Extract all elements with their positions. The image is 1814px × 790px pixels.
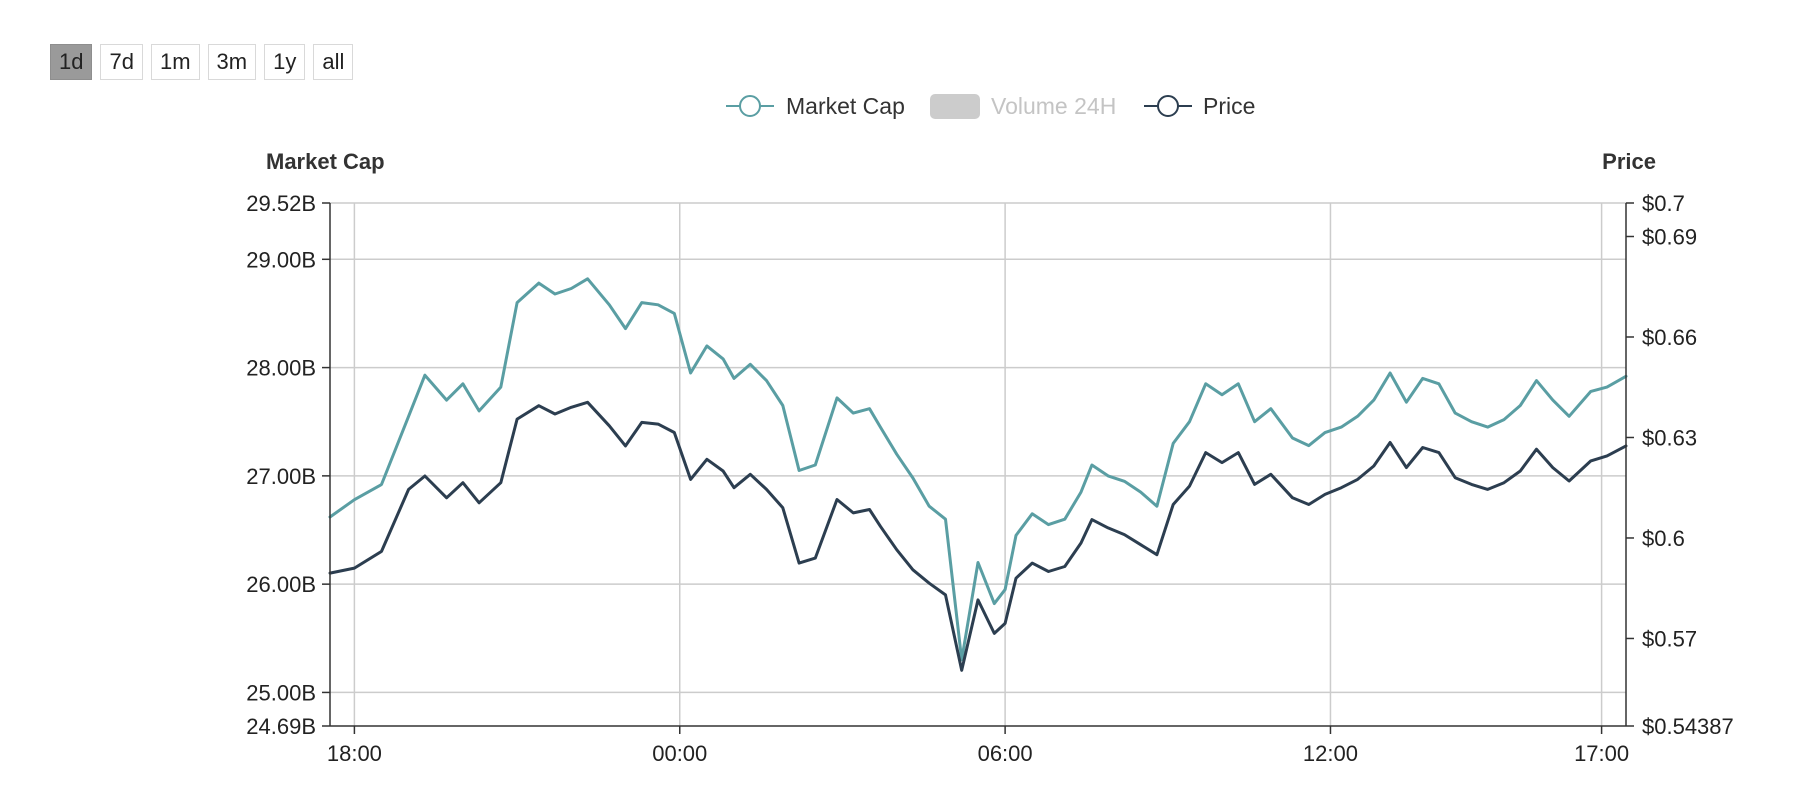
x-axis-tick-label: 00:00 [652, 741, 707, 766]
x-axis-tick-label: 18:00 [327, 741, 382, 766]
chart-axes [322, 202, 1634, 734]
market-cap-series-line [328, 277, 1628, 662]
right-axis-tick-label: $0.57 [1642, 626, 1697, 651]
chart-legend: Market Cap Volume 24H Price [726, 93, 1255, 119]
legend-volume-label: Volume 24H [991, 93, 1116, 119]
price-series-line [328, 400, 1628, 672]
right-axis-tick-label: $0.7 [1642, 191, 1685, 216]
range-button-7d[interactable]: 7d [100, 44, 143, 80]
right-axis-title: Price [1602, 149, 1656, 174]
chart-series [328, 277, 1628, 672]
legend-price-label: Price [1203, 93, 1255, 119]
range-button-1y[interactable]: 1y [264, 44, 306, 80]
chart-tick-labels: 24.69B 25.00B 26.00B 27.00B 28.00B 29.00B 29.5… [246, 191, 1734, 766]
chart-grid [330, 202, 1626, 726]
x-axis-tick-label: 12:00 [1303, 741, 1358, 766]
legend-item-volume[interactable]: Volume 24H [930, 93, 1116, 119]
legend-market-cap-marker-icon [739, 95, 761, 117]
x-axis-tick-label: 06:00 [978, 741, 1033, 766]
right-axis-tick-label: $0.66 [1642, 325, 1697, 350]
left-axis-tick-label: 24.69B [246, 714, 316, 739]
right-axis-tick-label: $0.69 [1642, 224, 1697, 249]
x-axis-tick-label: 17:00 [1574, 741, 1629, 766]
left-axis-tick-label: 29.00B [246, 247, 316, 272]
range-button-1m[interactable]: 1m [150, 44, 200, 80]
range-button-1d[interactable]: 1d [50, 44, 93, 80]
range-button-3m[interactable]: 3m [207, 44, 257, 80]
right-axis-tick-label: $0.54387 [1642, 714, 1734, 739]
left-axis-title: Market Cap [266, 149, 385, 174]
range-selector: 1d 7d 1m 3m 1y all [50, 44, 354, 80]
left-axis-tick-label: 25.00B [246, 680, 316, 705]
legend-price-marker-icon [1157, 95, 1179, 117]
legend-market-cap-label: Market Cap [786, 93, 905, 119]
left-axis-tick-label: 27.00B [246, 464, 316, 489]
range-button-all[interactable]: all [313, 44, 354, 80]
legend-item-market-cap[interactable]: Market Cap [726, 93, 905, 119]
left-axis-tick-label: 26.00B [246, 572, 316, 597]
legend-item-price[interactable]: Price [1144, 93, 1255, 119]
left-axis-tick-label: 28.00B [246, 356, 316, 381]
right-axis-tick-label: $0.63 [1642, 425, 1697, 450]
left-axis-tick-label: 29.52B [246, 191, 316, 216]
legend-volume-swatch-icon [930, 94, 980, 119]
right-axis-tick-label: $0.6 [1642, 526, 1685, 551]
